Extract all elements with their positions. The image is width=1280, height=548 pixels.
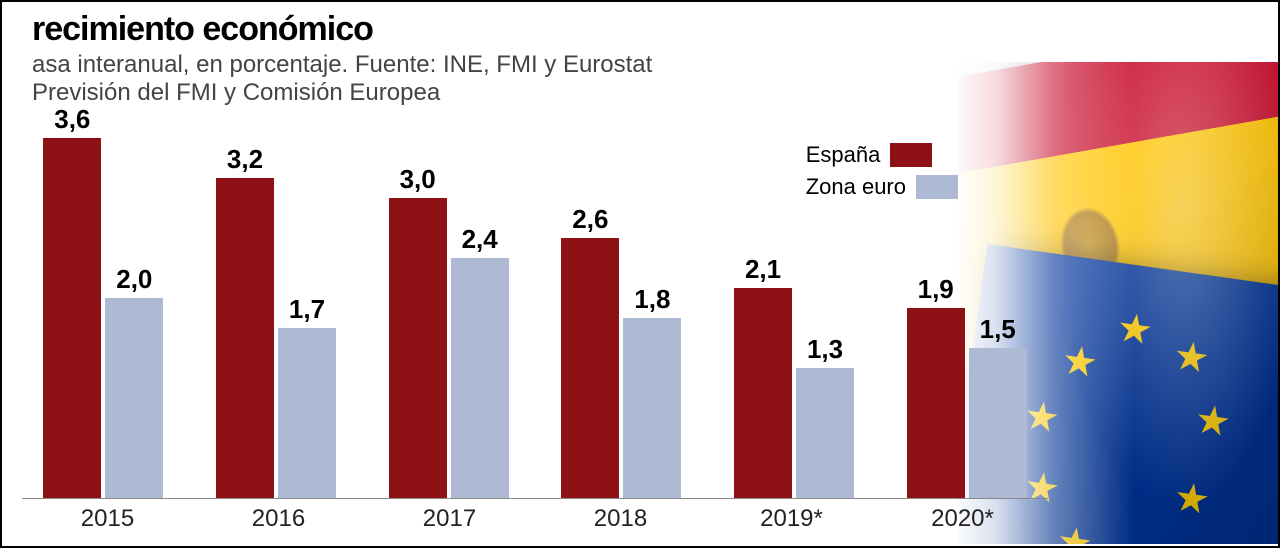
- bar-españa: 2,1: [734, 288, 792, 498]
- bar-value-label: 3,6: [54, 104, 90, 135]
- bar-value-label: 1,9: [918, 274, 954, 305]
- x-axis: 20152016201720182019*2020*: [22, 498, 1048, 546]
- bar-españa: 2,6: [561, 238, 619, 498]
- bar-group: 3,02,4: [367, 198, 530, 498]
- bar-value-label: 3,0: [400, 164, 436, 195]
- bar-value-label: 2,1: [745, 254, 781, 285]
- bar-chart: 3,62,03,21,73,02,42,61,82,11,31,91,5 201…: [2, 142, 1048, 546]
- x-tick: 2016: [193, 499, 364, 546]
- x-tick: 2015: [22, 499, 193, 546]
- bar-zona-euro: 1,3: [796, 368, 854, 498]
- bar-value-label: 2,6: [572, 204, 608, 235]
- bar-value-label: 2,4: [462, 224, 498, 255]
- bar-value-label: 1,7: [289, 294, 325, 325]
- bar-pair: 3,02,4: [367, 198, 530, 498]
- bar-pair: 2,61,8: [540, 238, 703, 498]
- bar-value-label: 1,3: [807, 334, 843, 365]
- bar-value-label: 3,2: [227, 144, 263, 175]
- bar-pair: 1,91,5: [885, 308, 1048, 498]
- bar-value-label: 1,5: [980, 314, 1016, 345]
- bar-group: 2,11,3: [713, 288, 876, 498]
- bar-zona-euro: 1,5: [969, 348, 1027, 498]
- x-tick: 2018: [535, 499, 706, 546]
- bar-groups: 3,62,03,21,73,02,42,61,82,11,31,91,5: [22, 142, 1048, 498]
- bar-pair: 2,11,3: [713, 288, 876, 498]
- bar-zona-euro: 1,7: [278, 328, 336, 498]
- bar-españa: 3,2: [216, 178, 274, 498]
- bar-zona-euro: 2,4: [451, 258, 509, 498]
- chart-title: recimiento económico: [32, 10, 1278, 49]
- bar-pair: 3,21,7: [195, 178, 358, 498]
- bar-group: 1,91,5: [885, 308, 1048, 498]
- bar-group: 3,62,0: [22, 138, 185, 498]
- bar-group: 3,21,7: [195, 178, 358, 498]
- bar-value-label: 1,8: [634, 284, 670, 315]
- bar-value-label: 2,0: [116, 264, 152, 295]
- x-tick: 2019*: [706, 499, 877, 546]
- bar-zona-euro: 1,8: [623, 318, 681, 498]
- x-tick: 2017: [364, 499, 535, 546]
- bar-españa: 3,0: [389, 198, 447, 498]
- bar-zona-euro: 2,0: [105, 298, 163, 498]
- x-tick: 2020*: [877, 499, 1048, 546]
- bar-pair: 3,62,0: [22, 138, 185, 498]
- bar-españa: 3,6: [43, 138, 101, 498]
- bar-españa: 1,9: [907, 308, 965, 498]
- bar-group: 2,61,8: [540, 238, 703, 498]
